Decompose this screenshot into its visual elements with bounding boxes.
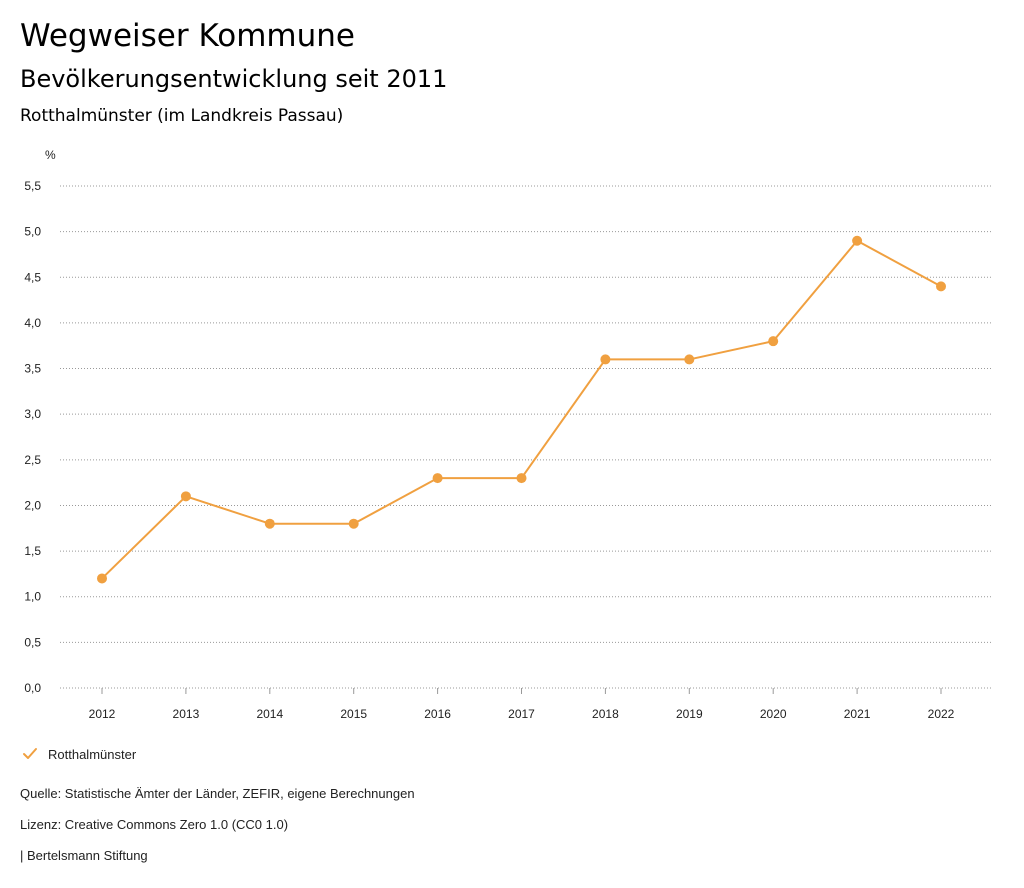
y-tick-label: 1,5 — [24, 544, 41, 558]
x-tick-label: 2012 — [89, 707, 116, 721]
brand-text: | Bertelsmann Stiftung — [20, 848, 148, 863]
page-title: Wegweiser Kommune — [20, 18, 355, 54]
x-tick-label: 2017 — [508, 707, 535, 721]
y-tick-label: 5,5 — [24, 179, 41, 193]
x-tick-label: 2018 — [592, 707, 619, 721]
region-label: Rotthalmünster (im Landkreis Passau) — [20, 106, 344, 126]
chart-subtitle: Bevölkerungsentwicklung seit 2011 — [20, 65, 448, 93]
data-point — [97, 573, 107, 584]
line-chart: % 0,0 0,5 1,0 1,5 2,0 2,5 3,0 3,5 4,0 4,5 5,0 5,5 201… — [24, 148, 991, 721]
y-tick-label: 2,0 — [24, 498, 41, 512]
y-tick-label: 0,0 — [24, 681, 41, 695]
data-point — [936, 281, 946, 292]
data-point — [768, 336, 779, 347]
data-point — [432, 473, 443, 484]
series-line — [101, 239, 942, 580]
x-tick-label: 2022 — [928, 707, 955, 721]
check-icon — [23, 748, 37, 759]
y-tick-label: 3,0 — [24, 407, 41, 421]
license-text: Lizenz: Creative Commons Zero 1.0 (CC0 1… — [20, 817, 289, 832]
data-point — [516, 473, 527, 484]
data-point — [348, 518, 359, 529]
data-point — [180, 491, 191, 502]
y-tick-label: 2,5 — [24, 453, 41, 467]
y-tick-label: 3,5 — [24, 362, 41, 376]
x-tick-label: 2014 — [256, 707, 283, 721]
source-text: Quelle: Statistische Ämter der Länder, Z… — [20, 786, 415, 801]
x-tick-label: 2016 — [424, 707, 451, 721]
y-tick-label: 4,5 — [24, 270, 41, 284]
x-tick-label: 2015 — [340, 707, 367, 721]
data-point — [600, 354, 611, 365]
x-tick-label: 2020 — [760, 707, 787, 721]
data-point — [852, 235, 863, 246]
y-axis-unit-label: % — [45, 148, 56, 162]
x-tick-label: 2019 — [676, 707, 703, 721]
x-tick-label: 2021 — [844, 707, 871, 721]
legend[interactable]: Rotthalmünster — [22, 744, 136, 764]
data-point — [684, 354, 695, 365]
x-tick-label: 2013 — [173, 707, 200, 721]
y-tick-label: 0,5 — [24, 635, 41, 649]
y-tick-label: 5,0 — [24, 225, 41, 239]
legend-label: Rotthalmünster — [48, 746, 137, 762]
data-point — [264, 518, 275, 529]
y-tick-label: 1,0 — [24, 590, 41, 604]
y-tick-label: 4,0 — [24, 316, 41, 330]
